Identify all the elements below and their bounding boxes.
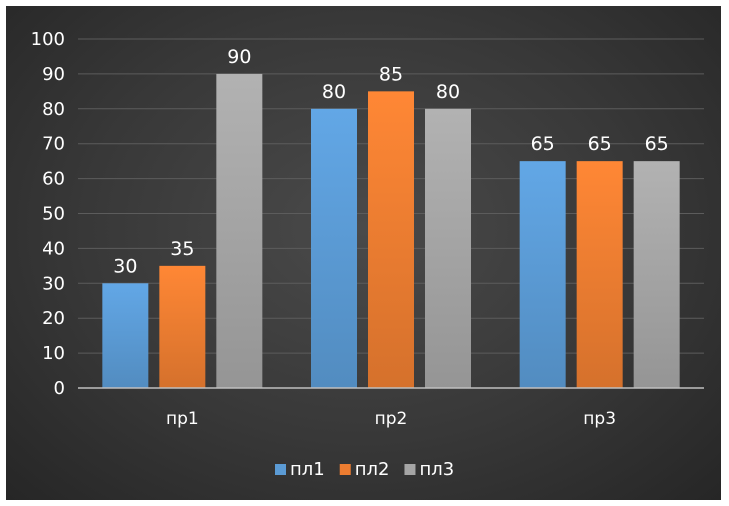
bar-пл2-пр2 bbox=[368, 91, 414, 388]
legend-item-пл2: пл2 bbox=[339, 459, 390, 480]
x-category-label: пр2 bbox=[375, 409, 408, 429]
x-category-label: пр3 bbox=[583, 409, 616, 429]
y-tick-label: 0 bbox=[54, 378, 65, 399]
x-axis-category-labels: пр1 пр2 пр3 bbox=[166, 409, 616, 429]
data-label: 35 bbox=[170, 238, 194, 260]
data-label: 65 bbox=[588, 133, 612, 155]
legend-label: пл1 bbox=[290, 459, 325, 480]
legend-swatch bbox=[339, 464, 351, 475]
legend: пл1 пл2 пл3 bbox=[275, 459, 454, 480]
x-category-label: пр1 bbox=[166, 409, 199, 429]
bar-chart: 0 10 20 30 40 50 60 70 80 90 100 30 35 90 80 85 80 65 65 6… bbox=[31, 29, 704, 480]
data-label: 65 bbox=[531, 133, 555, 155]
bar-пл1-пр3 bbox=[519, 161, 566, 388]
legend-item-пл1: пл1 bbox=[275, 459, 325, 480]
data-label: 30 bbox=[113, 255, 137, 277]
bar-пл2-пр1 bbox=[159, 265, 206, 388]
bar-пл3-пр2 bbox=[425, 108, 471, 389]
data-label: 65 bbox=[645, 133, 669, 155]
legend-swatch bbox=[275, 464, 286, 475]
data-label: 80 bbox=[436, 81, 460, 103]
y-tick-label: 100 bbox=[31, 29, 65, 50]
legend-item-пл3: пл3 bbox=[404, 459, 454, 480]
y-tick-label: 50 bbox=[42, 204, 65, 225]
y-axis-tick-labels: 0 10 20 30 40 50 60 70 80 90 100 bbox=[31, 29, 65, 399]
legend-label: пл2 bbox=[355, 459, 390, 480]
data-label: 85 bbox=[379, 63, 403, 85]
y-tick-label: 90 bbox=[42, 64, 65, 85]
y-tick-label: 70 bbox=[42, 134, 65, 155]
bar-пл2-пр3 bbox=[576, 161, 623, 388]
data-label: 90 bbox=[227, 46, 251, 68]
bars bbox=[102, 73, 680, 389]
data-label: 80 bbox=[322, 81, 346, 103]
bar-пл1-пр1 bbox=[102, 283, 149, 388]
y-tick-label: 30 bbox=[42, 273, 65, 294]
y-tick-label: 10 bbox=[42, 343, 65, 364]
y-tick-label: 20 bbox=[42, 308, 65, 329]
legend-swatch bbox=[404, 464, 416, 475]
bar-пл3-пр3 bbox=[633, 161, 680, 388]
bar-пл3-пр1 bbox=[216, 73, 263, 389]
y-tick-label: 40 bbox=[42, 238, 65, 259]
chart-area: 0 10 20 30 40 50 60 70 80 90 100 30 35 90 80 85 80 65 65 6… bbox=[6, 6, 721, 500]
legend-label: пл3 bbox=[419, 459, 454, 480]
y-tick-label: 80 bbox=[42, 99, 65, 120]
y-tick-label: 60 bbox=[42, 169, 65, 190]
bar-пл1-пр2 bbox=[311, 108, 357, 389]
data-labels: 30 35 90 80 85 80 65 65 65 bbox=[113, 46, 669, 277]
